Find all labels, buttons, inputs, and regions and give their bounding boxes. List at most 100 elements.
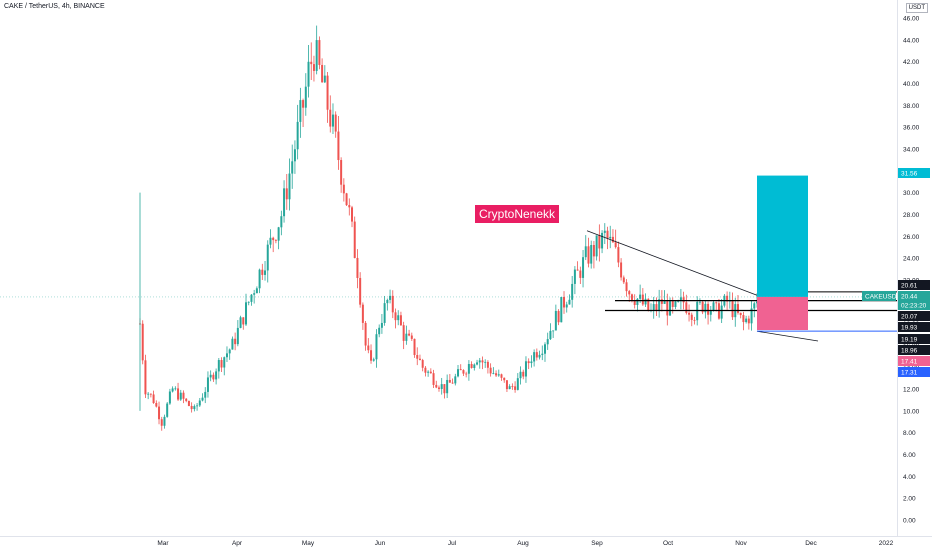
candle-body	[462, 370, 465, 374]
candle-body	[563, 297, 566, 308]
candle-body	[375, 334, 378, 360]
price-badge	[898, 311, 930, 321]
candle-body	[535, 352, 538, 358]
candle-body	[185, 398, 188, 401]
candle-body	[171, 388, 174, 392]
candle-body	[739, 312, 742, 316]
candle-body	[225, 353, 228, 358]
candle-body	[446, 379, 449, 394]
candle-body	[372, 359, 375, 361]
candle-body	[533, 352, 536, 362]
candle-body	[508, 386, 511, 390]
candle-body	[666, 300, 669, 316]
candle-body	[410, 335, 413, 339]
price-badge	[898, 367, 930, 377]
candle-body	[370, 350, 373, 361]
candle-body	[193, 406, 196, 410]
candle-body	[573, 269, 576, 284]
candle-body	[242, 317, 245, 325]
candle-body	[481, 360, 484, 363]
candle-body	[614, 242, 617, 248]
x-tick-label: May	[302, 540, 315, 547]
candle-body	[448, 379, 451, 383]
candle-body	[693, 319, 696, 321]
candle-body	[155, 403, 158, 407]
x-tick-label: Apr	[232, 540, 243, 547]
price-badge	[898, 322, 930, 332]
candle-body	[288, 173, 291, 200]
candle-body	[467, 364, 470, 374]
candle-body	[671, 300, 674, 307]
candle-body	[435, 384, 438, 388]
candle-body	[625, 282, 628, 292]
y-tick-label: 42.00	[903, 59, 920, 66]
candle-body	[253, 293, 256, 295]
candle-body	[470, 364, 473, 368]
x-tick-label: Jul	[448, 540, 457, 547]
candle-body	[742, 315, 745, 323]
candle-body	[334, 114, 337, 132]
candle-body	[359, 277, 362, 305]
candle-body	[312, 64, 315, 71]
candle-body	[152, 394, 155, 404]
candle-body	[473, 364, 476, 368]
candle-body	[476, 362, 479, 365]
candle-body	[158, 406, 161, 420]
price-badge-label: 19.19	[901, 337, 918, 344]
x-tick-label: 2022	[879, 540, 894, 547]
price-badge	[898, 300, 930, 310]
candle-body	[660, 299, 663, 304]
candle-body	[611, 236, 614, 243]
candle-body	[274, 240, 277, 241]
candle-body	[353, 221, 356, 258]
candle-body	[378, 327, 381, 335]
candle-body	[383, 303, 386, 323]
candle-body	[209, 374, 212, 378]
candle-body	[361, 304, 364, 323]
candle-body	[245, 302, 248, 325]
candle-body	[554, 310, 557, 331]
y-tick-label: 10.00	[903, 408, 920, 415]
candle-body	[552, 330, 555, 332]
candle-body	[655, 304, 658, 311]
candle-body	[291, 161, 294, 174]
y-tick-label: 24.00	[903, 256, 920, 263]
candle-body	[261, 269, 264, 275]
candle-body	[489, 367, 492, 374]
candle-body	[690, 314, 693, 320]
candle-body	[367, 345, 370, 351]
y-tick-label: 38.00	[903, 103, 920, 110]
y-tick-label: 44.00	[903, 37, 920, 44]
candle-body	[486, 361, 489, 368]
candle-body	[568, 299, 571, 305]
candle-body	[726, 295, 729, 302]
candle-body	[234, 338, 237, 345]
candle-body	[582, 257, 585, 278]
candle-body	[603, 230, 606, 233]
candle-body	[685, 302, 688, 313]
candle-body	[639, 294, 642, 299]
candle-body	[437, 387, 440, 389]
candle-body	[394, 312, 397, 321]
candle-body	[478, 360, 481, 363]
x-tick-label: Dec	[805, 540, 817, 547]
price-badge	[898, 291, 930, 301]
y-tick-label: 34.00	[903, 146, 920, 153]
candle-body	[391, 295, 394, 313]
candle-body	[707, 303, 710, 315]
candle-body	[457, 369, 460, 377]
candle-body	[565, 304, 568, 308]
symbol-title: CAKE / TetherUS, 4h, BINANCE	[4, 3, 105, 10]
candle-body	[709, 310, 712, 315]
candle-body	[310, 61, 313, 65]
x-axis: Mar Apr May Jun Jul Aug Sep Oct Nov Dec 2022	[157, 540, 893, 547]
candle-body	[633, 300, 636, 305]
price-badge-label: 18.96	[901, 348, 918, 355]
candle-body	[318, 40, 321, 65]
candle-body	[326, 75, 329, 110]
candle-body	[641, 294, 644, 305]
candle-body	[144, 360, 147, 395]
currency-unit[interactable]: USDT	[905, 3, 928, 13]
price-badge	[898, 168, 930, 178]
